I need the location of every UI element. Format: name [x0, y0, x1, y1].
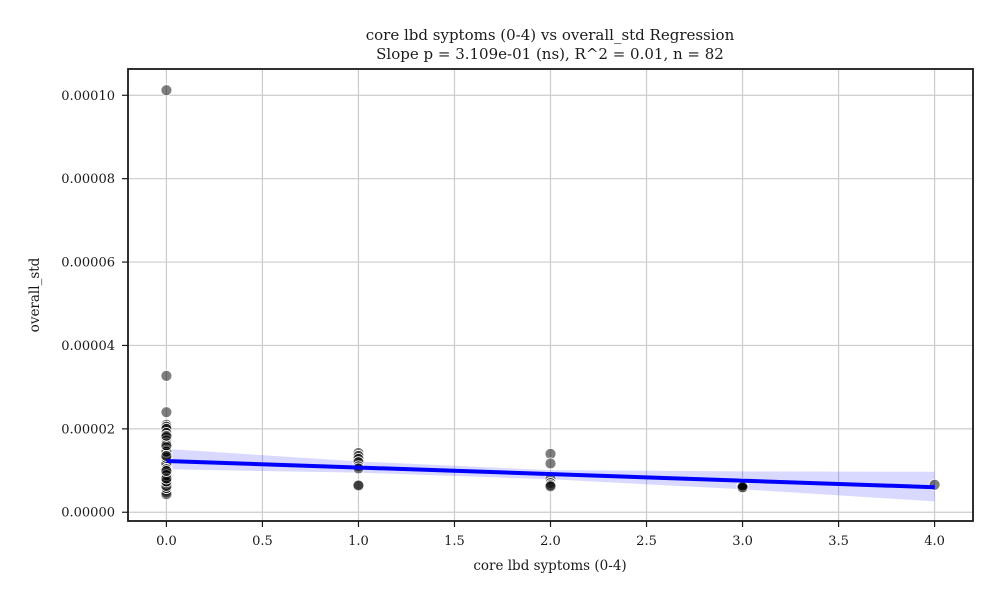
chart-title-line-2: Slope p = 3.109e-01 (ns), R^2 = 0.01, n …	[376, 45, 724, 63]
data-point	[352, 479, 365, 492]
x-tick-label: 0.0	[156, 534, 177, 549]
x-axis-ticks: 0.0 0.5 1.0 1.5 2.0 2.5 3.0 3.5 4.0	[156, 521, 945, 549]
regression-line	[166, 458, 935, 490]
grid	[128, 69, 973, 521]
x-tick-label: 2.5	[636, 534, 657, 549]
y-axis-title: overall_std	[27, 257, 43, 332]
regression-line-group	[166, 458, 935, 490]
data-point	[544, 457, 557, 470]
data-point	[160, 406, 173, 419]
data-point	[160, 430, 173, 442]
data-point	[544, 480, 557, 493]
x-tick-label: 1.5	[444, 534, 465, 549]
y-tick-label: 0.00004	[61, 339, 115, 354]
y-axis-ticks: 0.00000 0.00002 0.00004 0.00006 0.00008 0.000…	[61, 89, 128, 521]
x-tick-label: 4.0	[924, 534, 945, 549]
y-tick-label: 0.00006	[61, 256, 115, 271]
data-point	[160, 84, 173, 97]
x-tick-label: 3.0	[732, 534, 753, 549]
x-tick-label: 3.5	[828, 534, 849, 549]
data-points	[160, 84, 941, 501]
y-tick-label: 0.00010	[61, 89, 115, 104]
x-tick-label: 2.0	[540, 534, 561, 549]
chart-title-line-1: core lbd syptoms (0-4) vs overall_std Re…	[366, 26, 735, 44]
x-axis-title: core lbd syptoms (0-4)	[473, 558, 626, 574]
y-tick-label: 0.00008	[61, 172, 115, 187]
x-tick-label: 1.0	[348, 534, 369, 549]
y-tick-label: 0.00000	[61, 506, 115, 521]
data-point	[160, 465, 173, 477]
y-tick-label: 0.00002	[61, 422, 115, 437]
x-tick-label: 0.5	[252, 534, 273, 549]
data-point	[160, 369, 173, 382]
data-point	[736, 481, 749, 494]
